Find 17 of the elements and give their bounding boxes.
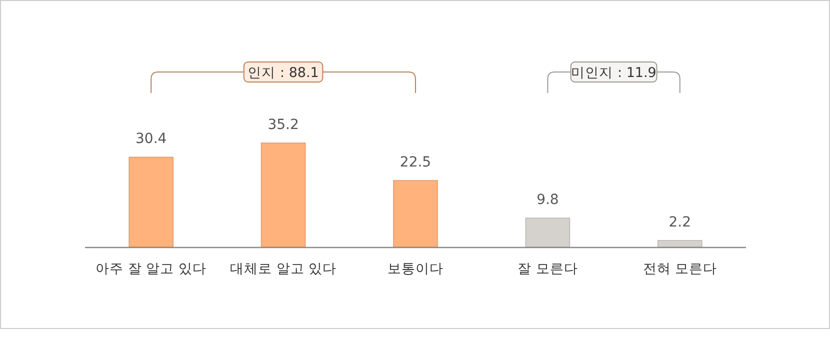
data-label: 9.8 — [536, 192, 559, 208]
bar — [658, 240, 702, 248]
bar — [525, 218, 570, 248]
x-tick-label: 아주 잘 알고 있다 — [96, 261, 207, 277]
x-tick-label: 대체로 알고 있다 — [230, 261, 337, 277]
x-tick-label: 보통이다 — [388, 261, 444, 277]
bar — [393, 180, 438, 248]
x-tick-label: 잘 모른다 — [518, 261, 578, 277]
x-tick-label: 전혀 모른다 — [642, 261, 718, 277]
bar — [128, 156, 174, 248]
data-label: 22.5 — [400, 154, 432, 171]
data-label: 30.4 — [136, 131, 167, 148]
text: 미인지 : 11.9 — [571, 65, 656, 81]
text: 인지 : 88.1 — [248, 65, 319, 81]
data-label: 2.2 — [668, 214, 692, 230]
bar — [260, 142, 306, 248]
data-label: 35.2 — [268, 117, 299, 133]
